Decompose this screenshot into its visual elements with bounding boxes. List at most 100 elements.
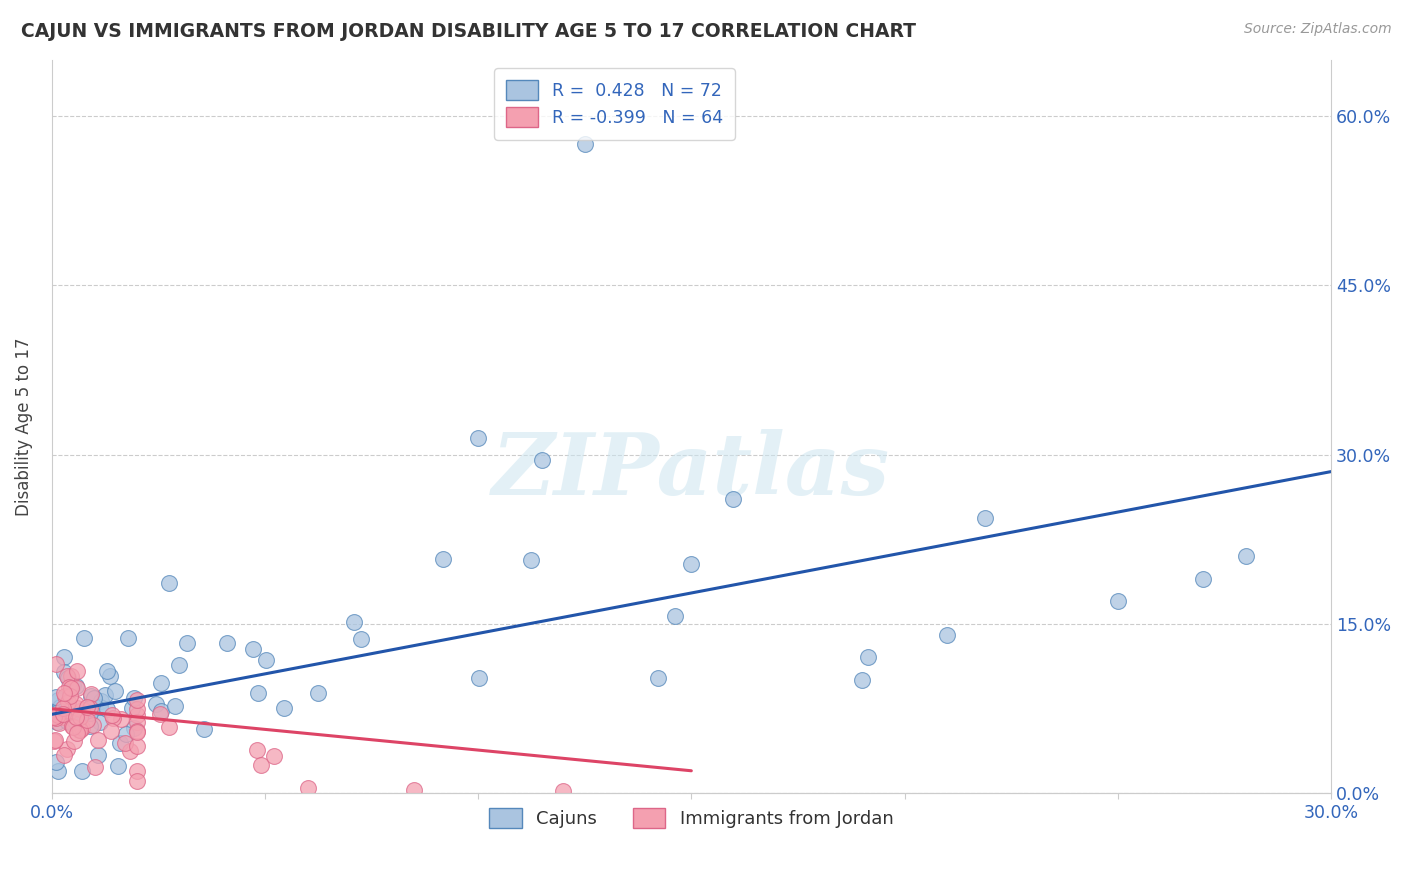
Point — [858, 650, 880, 665]
Point — [681, 557, 703, 571]
Point — [66, 664, 89, 678]
Point — [176, 635, 198, 649]
Point — [49, 699, 72, 714]
Point — [520, 552, 543, 566]
Point — [69, 723, 91, 738]
Point — [101, 708, 124, 723]
Point — [120, 744, 142, 758]
Point — [297, 780, 319, 795]
Point — [125, 708, 148, 723]
Point — [114, 736, 136, 750]
Point — [83, 690, 105, 705]
Legend: Cajuns, Immigrants from Jordan: Cajuns, Immigrants from Jordan — [482, 800, 901, 836]
Point — [75, 703, 97, 717]
Point — [249, 758, 271, 772]
Point — [145, 697, 167, 711]
Text: Source: ZipAtlas.com: Source: ZipAtlas.com — [1244, 22, 1392, 37]
Point — [73, 631, 96, 645]
Point — [58, 680, 80, 694]
Point — [70, 703, 93, 717]
Point — [52, 701, 75, 715]
Point — [103, 711, 125, 725]
Point — [851, 673, 873, 688]
Point — [46, 707, 69, 722]
Point — [89, 700, 111, 714]
Point — [574, 137, 596, 152]
Point — [96, 702, 118, 716]
Point — [157, 576, 180, 591]
Point — [217, 636, 239, 650]
Point — [157, 720, 180, 734]
Point — [114, 726, 136, 740]
Point — [42, 710, 65, 724]
Point — [53, 686, 76, 700]
Point — [93, 688, 115, 702]
Point — [44, 733, 66, 747]
Point — [404, 783, 426, 797]
Point — [90, 694, 112, 708]
Point — [53, 649, 76, 664]
Point — [76, 699, 98, 714]
Point — [79, 700, 101, 714]
Point — [65, 701, 87, 715]
Point — [45, 657, 67, 672]
Point — [65, 679, 87, 693]
Point — [45, 714, 67, 729]
Point — [125, 693, 148, 707]
Point — [60, 719, 83, 733]
Point — [65, 710, 87, 724]
Point — [60, 715, 83, 730]
Point — [52, 706, 75, 721]
Point — [193, 722, 215, 736]
Point — [44, 733, 66, 747]
Point — [149, 706, 172, 721]
Point — [125, 725, 148, 739]
Point — [273, 701, 295, 715]
Point — [125, 702, 148, 716]
Point — [87, 733, 110, 747]
Point — [98, 668, 121, 682]
Point — [58, 695, 80, 709]
Point — [69, 723, 91, 738]
Point — [307, 686, 329, 700]
Point — [53, 689, 76, 703]
Point — [167, 658, 190, 673]
Point — [246, 686, 269, 700]
Point — [125, 739, 148, 753]
Point — [46, 693, 69, 707]
Point — [59, 704, 82, 718]
Point — [100, 723, 122, 738]
Point — [150, 675, 173, 690]
Point — [69, 710, 91, 724]
Point — [254, 653, 277, 667]
Point — [79, 689, 101, 703]
Point — [60, 669, 83, 683]
Point — [149, 704, 172, 718]
Point — [1234, 549, 1257, 564]
Point — [72, 764, 94, 778]
Point — [59, 690, 82, 704]
Point — [46, 764, 69, 778]
Point — [56, 669, 79, 683]
Point — [96, 665, 118, 679]
Point — [84, 760, 107, 774]
Point — [70, 721, 93, 735]
Point — [125, 715, 148, 730]
Point — [108, 736, 131, 750]
Point — [82, 717, 104, 731]
Point — [48, 716, 70, 731]
Point — [125, 773, 148, 788]
Point — [125, 724, 148, 739]
Point — [63, 734, 86, 748]
Point — [56, 742, 79, 756]
Point — [242, 642, 264, 657]
Point — [49, 702, 72, 716]
Point — [45, 690, 67, 705]
Point — [468, 671, 491, 685]
Point — [104, 683, 127, 698]
Point — [246, 743, 269, 757]
Point — [107, 758, 129, 772]
Text: ZIPatlas: ZIPatlas — [492, 429, 890, 512]
Point — [721, 491, 744, 506]
Y-axis label: Disability Age 5 to 17: Disability Age 5 to 17 — [15, 337, 32, 516]
